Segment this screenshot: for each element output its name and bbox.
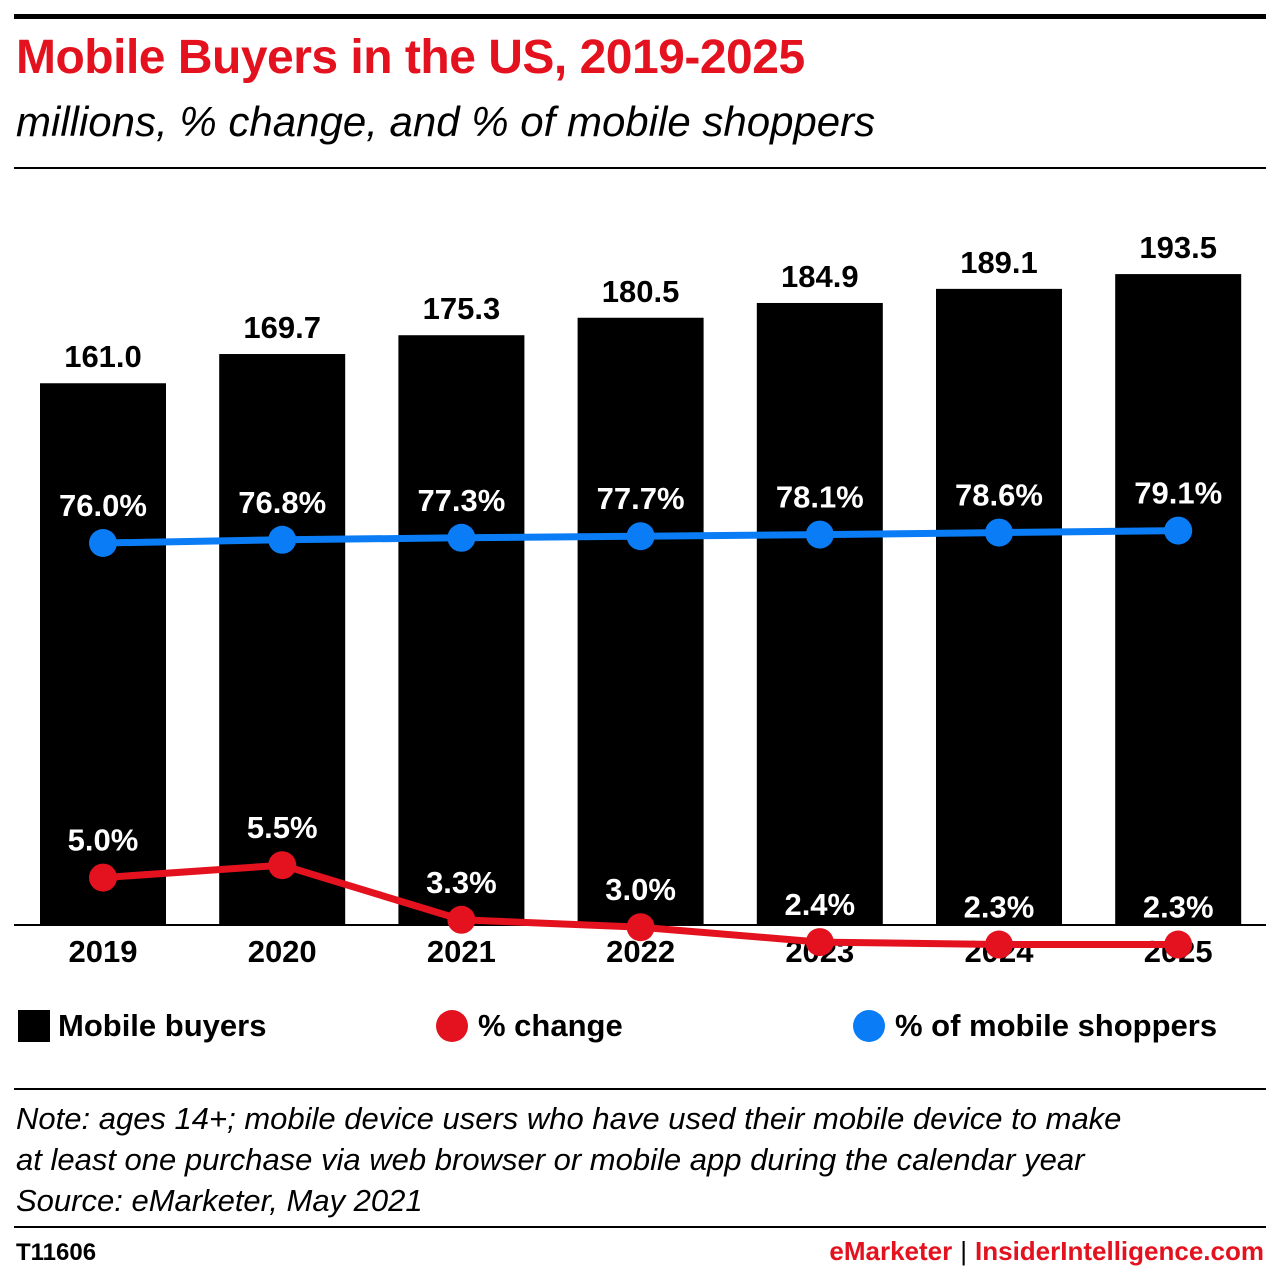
legend-item-change: % change bbox=[436, 1008, 623, 1044]
note-block: Note: ages 14+; mobile device users who … bbox=[16, 1098, 1266, 1221]
change-point-2024 bbox=[985, 930, 1013, 959]
bar-label-2023: 184.9 bbox=[781, 259, 859, 294]
change-label-2021: 3.3% bbox=[426, 865, 497, 900]
change-label-2024: 2.3% bbox=[964, 890, 1035, 925]
bar-2022 bbox=[577, 317, 704, 924]
change-label-2022: 3.0% bbox=[605, 872, 676, 907]
bar-label-2019: 161.0 bbox=[64, 339, 142, 374]
bar-label-2024: 189.1 bbox=[960, 245, 1038, 280]
chart-id: T11606 bbox=[16, 1239, 97, 1266]
top-rule bbox=[14, 14, 1266, 19]
bar-label-2022: 180.5 bbox=[602, 274, 680, 309]
change-point-2019 bbox=[89, 863, 117, 892]
legend-label-change: % change bbox=[478, 1008, 623, 1043]
brand-separator: | bbox=[960, 1236, 968, 1266]
share-label-2024: 78.6% bbox=[955, 478, 1043, 513]
legend-item-mobile-buyers: Mobile buyers bbox=[18, 1008, 266, 1044]
share-point-2022 bbox=[626, 522, 655, 551]
share-label-2023: 78.1% bbox=[776, 480, 864, 515]
combo-chart: 161.0 169.7 175.3 180.5 184.9 189.1 193.5 2019 2… bbox=[14, 230, 1266, 969]
x-tick-2019: 2019 bbox=[69, 934, 138, 969]
share-point-2020 bbox=[268, 525, 297, 554]
share-point-2019 bbox=[89, 529, 117, 557]
bar-2024 bbox=[936, 288, 1062, 924]
note-line-1: Note: ages 14+; mobile device users who … bbox=[16, 1101, 1122, 1136]
change-point-2022 bbox=[626, 913, 655, 942]
note-rule bbox=[14, 1088, 1266, 1090]
chart-title: Mobile Buyers in the US, 2019-2025 bbox=[16, 31, 805, 84]
share-label-2020: 76.8% bbox=[238, 485, 326, 520]
share-point-2023 bbox=[805, 520, 834, 549]
bar-2023 bbox=[756, 302, 883, 924]
chart-subtitle: millions, % change, and % of mobile shop… bbox=[16, 98, 876, 145]
note-line-2: at least one purchase via web browser or… bbox=[16, 1142, 1085, 1177]
x-tick-2021: 2021 bbox=[427, 934, 496, 969]
legend-label-mobile-shoppers: % of mobile shoppers bbox=[895, 1008, 1218, 1043]
brand-emarketer: eMarketer bbox=[829, 1236, 953, 1266]
change-label-2025: 2.3% bbox=[1143, 890, 1214, 925]
legend: Mobile buyers % change % of mobile shopp… bbox=[0, 1008, 1280, 1052]
change-point-2021 bbox=[447, 905, 476, 934]
legend-swatch-blue-dot bbox=[853, 1010, 885, 1042]
legend-item-mobile-shoppers: % of mobile shoppers bbox=[853, 1008, 1217, 1044]
footer-rule bbox=[14, 1226, 1266, 1228]
change-point-2025 bbox=[1164, 930, 1193, 959]
bar-label-2021: 175.3 bbox=[423, 291, 501, 326]
change-label-2020: 5.5% bbox=[247, 810, 318, 845]
change-label-2023: 2.4% bbox=[784, 887, 855, 922]
share-point-2024 bbox=[985, 518, 1013, 547]
subtitle-rule bbox=[14, 167, 1266, 169]
share-label-2022: 77.7% bbox=[597, 481, 685, 516]
x-tick-2020: 2020 bbox=[248, 934, 317, 969]
legend-label-mobile-buyers: Mobile buyers bbox=[58, 1008, 267, 1043]
bar-2021 bbox=[398, 335, 525, 925]
brand-insider-intelligence: InsiderIntelligence.com bbox=[975, 1236, 1264, 1266]
footer-brand: eMarketer | InsiderIntelligence.com bbox=[829, 1236, 1264, 1267]
bar-2019 bbox=[40, 383, 166, 925]
bar-2020 bbox=[219, 354, 346, 925]
source-line: Source: eMarketer, May 2021 bbox=[16, 1183, 423, 1218]
legend-swatch-red-dot bbox=[436, 1010, 468, 1042]
share-label-2019: 76.0% bbox=[59, 488, 147, 523]
share-label-2025: 79.1% bbox=[1134, 476, 1222, 511]
legend-swatch-black-square bbox=[18, 1010, 50, 1042]
change-point-2020 bbox=[268, 851, 297, 880]
change-point-2023 bbox=[805, 928, 834, 957]
bar-label-2020: 169.7 bbox=[243, 310, 321, 345]
share-point-2021 bbox=[447, 523, 476, 552]
bar-label-2025: 193.5 bbox=[1139, 230, 1217, 265]
share-label-2021: 77.3% bbox=[417, 483, 505, 518]
share-point-2025 bbox=[1164, 516, 1193, 545]
bar-2025 bbox=[1115, 274, 1242, 924]
change-label-2019: 5.0% bbox=[68, 823, 139, 858]
